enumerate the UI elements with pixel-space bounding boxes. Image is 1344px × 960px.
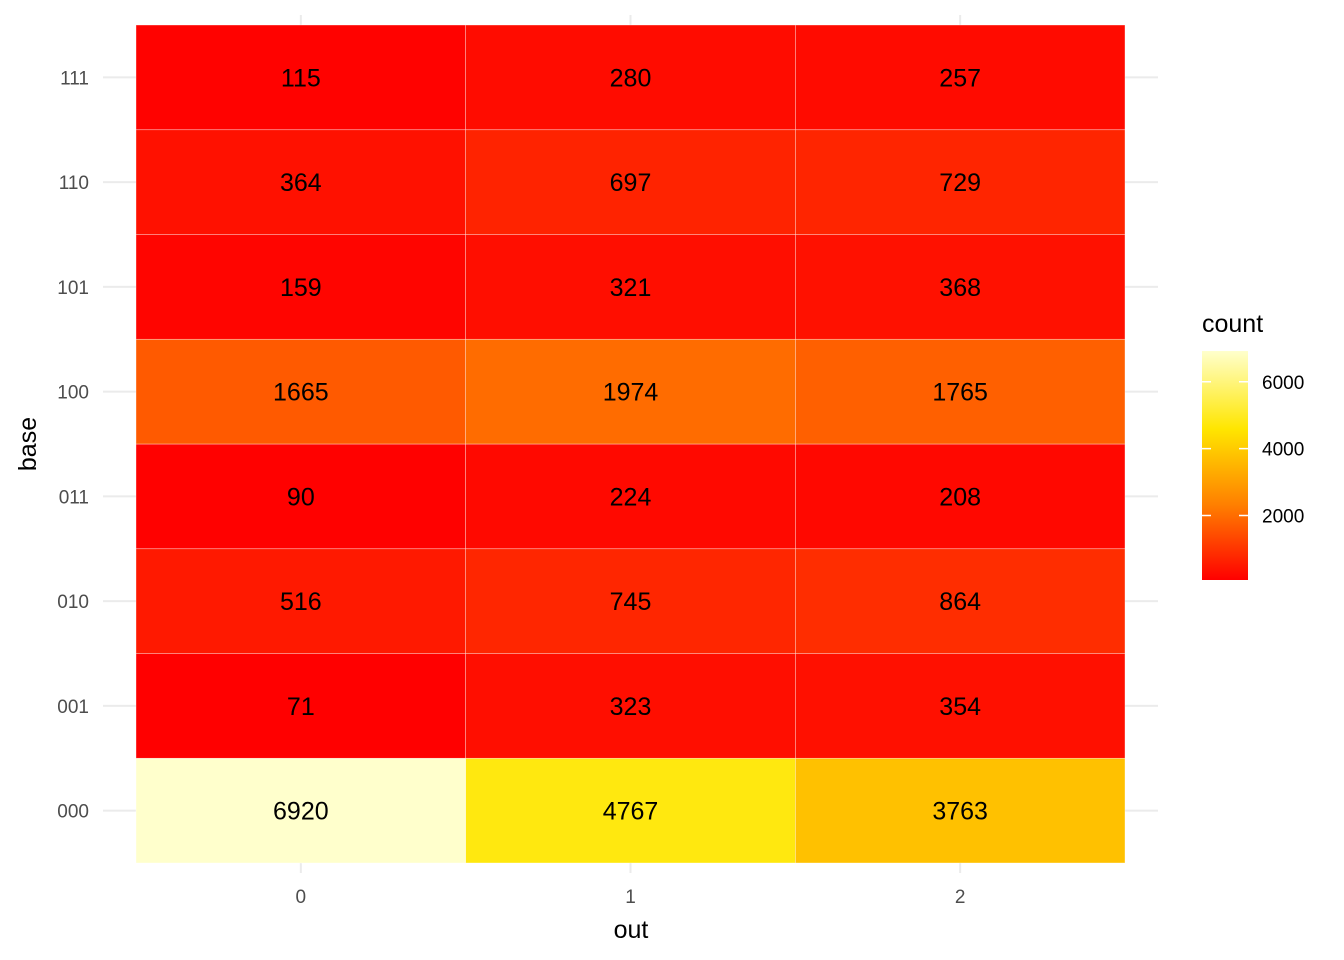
y-tick-label: 000: [57, 802, 89, 823]
color-legend: count 2000 4000 6000: [1202, 310, 1304, 580]
cell-value-label: 224: [610, 483, 652, 511]
heatmap-cell: [465, 443, 796, 550]
heatmap-cell: [795, 24, 1126, 131]
heatmap-cell: [795, 234, 1126, 340]
cell-value-label: 864: [939, 588, 981, 616]
heatmap-cell: [135, 653, 466, 759]
legend-tick-label: 2000: [1262, 507, 1304, 528]
cell-value-label: 321: [610, 274, 652, 302]
cell-value-label: 1974: [603, 379, 659, 407]
x-axis-ticks: 0 1 2: [296, 887, 966, 908]
cell-value-label: 354: [939, 693, 981, 721]
heatmap-cell: [795, 129, 1126, 235]
heatmap-cell: [795, 757, 1126, 864]
legend-tick-label: 6000: [1262, 373, 1304, 394]
x-axis-title: out: [614, 916, 649, 944]
cell-value-label: 90: [287, 483, 315, 511]
heatmap-cell: [465, 338, 796, 445]
heatmap-cell: [135, 548, 466, 654]
cell-value-label: 159: [280, 274, 322, 302]
legend-color-bar: [1202, 351, 1248, 580]
heatmap-cell: [465, 757, 796, 864]
cell-value-label: 364: [280, 169, 322, 197]
x-tick-label: 2: [955, 887, 966, 908]
cell-value-label: 729: [939, 169, 981, 197]
heatmap-cell: [135, 234, 466, 340]
cell-labels: 6920 4767 3763 71 323 354 516 745 864 90 224 208 166…: [273, 64, 988, 825]
cell-value-label: 115: [281, 64, 321, 92]
cell-value-label: 516: [280, 588, 322, 616]
heatmap-cell: [135, 129, 466, 235]
heatmap-cell: [465, 24, 796, 131]
heatmap-cell: [795, 338, 1126, 445]
y-tick-label: 111: [60, 68, 89, 89]
cell-value-label: 368: [939, 274, 981, 302]
heatmap-cell: [135, 24, 466, 131]
heatmap-cell: [135, 338, 466, 445]
cell-value-label: 323: [610, 693, 652, 721]
cell-value-label: 3763: [932, 798, 988, 826]
heatmap-cell: [135, 757, 466, 864]
y-tick-label: 011: [59, 487, 89, 508]
y-axis-ticks: 000 001 010 011 100 101 110 111: [57, 68, 89, 822]
heatmap-cell: [135, 443, 466, 550]
x-tick-label: 0: [296, 887, 307, 908]
heatmap-cell: [795, 443, 1126, 550]
heatmap-cells: [135, 24, 1126, 864]
cell-value-label: 745: [610, 588, 652, 616]
cell-value-label: 280: [610, 64, 652, 92]
cell-value-label: 6920: [273, 798, 329, 826]
y-axis-title: base: [14, 417, 42, 471]
cell-value-label: 1665: [273, 379, 329, 407]
heatmap-cell: [465, 234, 796, 340]
cell-value-label: 71: [287, 693, 315, 721]
y-tick-label: 101: [57, 278, 89, 299]
x-tick-label: 1: [625, 887, 636, 908]
cell-value-label: 4767: [603, 798, 659, 826]
heatmap-cell: [795, 548, 1126, 654]
legend-tick-label: 4000: [1262, 440, 1304, 461]
legend-ticks: 2000 4000 6000: [1202, 373, 1304, 528]
y-tick-label: 001: [57, 697, 89, 718]
heatmap-cell: [795, 653, 1126, 759]
cell-value-label: 208: [939, 483, 981, 511]
y-tick-label: 110: [59, 173, 89, 194]
heatmap-cell: [465, 129, 796, 235]
heatmap-cell: [465, 653, 796, 759]
cell-value-label: 1765: [932, 379, 988, 407]
y-tick-label: 100: [57, 383, 89, 404]
cell-value-label: 257: [939, 64, 981, 92]
cell-value-label: 697: [610, 169, 652, 197]
y-tick-label: 010: [57, 592, 89, 613]
legend-title: count: [1202, 310, 1263, 338]
